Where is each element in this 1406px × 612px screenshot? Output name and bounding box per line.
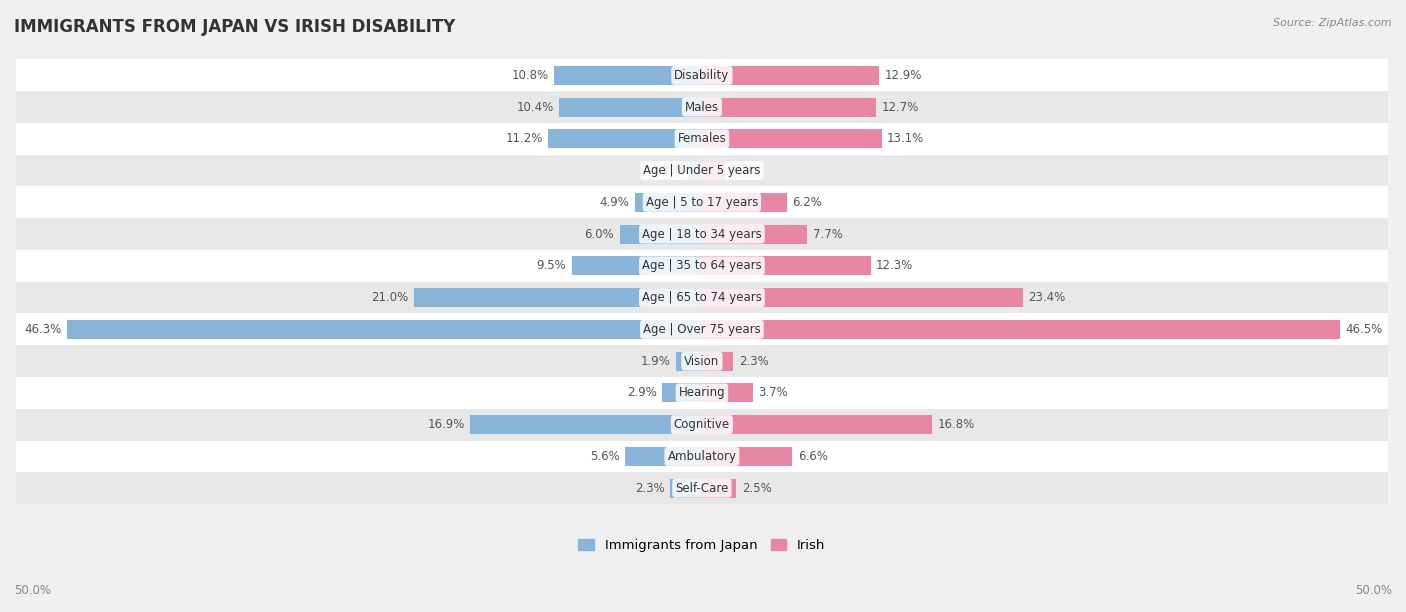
Text: 2.5%: 2.5% <box>742 482 772 494</box>
Bar <box>686 161 702 180</box>
Bar <box>17 250 1388 282</box>
Text: Age | 35 to 64 years: Age | 35 to 64 years <box>643 259 762 272</box>
Text: Females: Females <box>678 132 727 145</box>
Bar <box>17 409 1388 441</box>
Text: Source: ZipAtlas.com: Source: ZipAtlas.com <box>1274 18 1392 28</box>
Text: Ambulatory: Ambulatory <box>668 450 737 463</box>
Bar <box>626 447 702 466</box>
Bar <box>17 59 1388 91</box>
Text: 6.0%: 6.0% <box>585 228 614 241</box>
Text: 10.8%: 10.8% <box>512 69 548 82</box>
Bar <box>702 383 752 403</box>
Text: 9.5%: 9.5% <box>537 259 567 272</box>
Text: Age | 5 to 17 years: Age | 5 to 17 years <box>645 196 758 209</box>
Text: Age | Over 75 years: Age | Over 75 years <box>643 323 761 336</box>
Text: 12.9%: 12.9% <box>884 69 922 82</box>
Text: 1.7%: 1.7% <box>731 164 761 177</box>
Bar <box>702 129 882 148</box>
Text: Hearing: Hearing <box>679 386 725 400</box>
Bar <box>620 225 702 244</box>
Bar <box>17 377 1388 409</box>
Bar <box>413 288 702 307</box>
Bar <box>702 447 793 466</box>
Text: 50.0%: 50.0% <box>1355 584 1392 597</box>
Text: 16.9%: 16.9% <box>427 418 465 431</box>
Text: 2.9%: 2.9% <box>627 386 657 400</box>
Text: IMMIGRANTS FROM JAPAN VS IRISH DISABILITY: IMMIGRANTS FROM JAPAN VS IRISH DISABILIT… <box>14 18 456 36</box>
Text: 1.1%: 1.1% <box>651 164 682 177</box>
Text: 12.3%: 12.3% <box>876 259 914 272</box>
Text: 50.0%: 50.0% <box>14 584 51 597</box>
Text: 23.4%: 23.4% <box>1028 291 1066 304</box>
Bar <box>662 383 702 403</box>
Text: 46.3%: 46.3% <box>24 323 62 336</box>
Text: 16.8%: 16.8% <box>938 418 974 431</box>
Bar <box>572 256 702 275</box>
Bar <box>676 351 702 371</box>
Text: 4.9%: 4.9% <box>599 196 630 209</box>
Bar <box>702 225 807 244</box>
Bar <box>17 441 1388 472</box>
Text: Age | 18 to 34 years: Age | 18 to 34 years <box>643 228 762 241</box>
Text: Disability: Disability <box>675 69 730 82</box>
Text: 21.0%: 21.0% <box>371 291 409 304</box>
Text: 46.5%: 46.5% <box>1346 323 1382 336</box>
Bar <box>17 282 1388 313</box>
Text: 11.2%: 11.2% <box>506 132 543 145</box>
Text: Age | Under 5 years: Age | Under 5 years <box>643 164 761 177</box>
Bar <box>548 129 702 148</box>
Text: 1.9%: 1.9% <box>641 354 671 368</box>
Bar <box>17 313 1388 345</box>
Bar <box>702 288 1022 307</box>
Text: 3.7%: 3.7% <box>758 386 787 400</box>
Bar <box>17 155 1388 187</box>
Bar <box>702 193 787 212</box>
Bar <box>702 256 870 275</box>
Bar <box>702 479 737 498</box>
Bar <box>554 65 702 85</box>
Text: 5.6%: 5.6% <box>591 450 620 463</box>
Text: Cognitive: Cognitive <box>673 418 730 431</box>
Bar <box>634 193 702 212</box>
Bar <box>17 345 1388 377</box>
Text: 12.7%: 12.7% <box>882 100 920 114</box>
Text: 6.6%: 6.6% <box>797 450 828 463</box>
Text: Age | 65 to 74 years: Age | 65 to 74 years <box>643 291 762 304</box>
Bar <box>17 91 1388 123</box>
Bar <box>17 472 1388 504</box>
Bar <box>702 65 879 85</box>
Text: 13.1%: 13.1% <box>887 132 924 145</box>
Text: Males: Males <box>685 100 718 114</box>
Text: 2.3%: 2.3% <box>740 354 769 368</box>
Bar <box>67 320 702 339</box>
Bar <box>671 479 702 498</box>
Bar <box>702 351 734 371</box>
Bar <box>702 97 876 117</box>
Bar <box>702 320 1340 339</box>
Text: 10.4%: 10.4% <box>516 100 554 114</box>
Bar <box>702 415 932 434</box>
Text: 6.2%: 6.2% <box>793 196 823 209</box>
Bar <box>560 97 702 117</box>
Bar <box>470 415 702 434</box>
Text: Self-Care: Self-Care <box>675 482 728 494</box>
Bar <box>17 123 1388 155</box>
Text: 7.7%: 7.7% <box>813 228 842 241</box>
Bar <box>17 218 1388 250</box>
Bar <box>17 187 1388 218</box>
Legend: Immigrants from Japan, Irish: Immigrants from Japan, Irish <box>574 533 831 558</box>
Bar <box>702 161 725 180</box>
Text: 2.3%: 2.3% <box>636 482 665 494</box>
Text: Vision: Vision <box>685 354 720 368</box>
